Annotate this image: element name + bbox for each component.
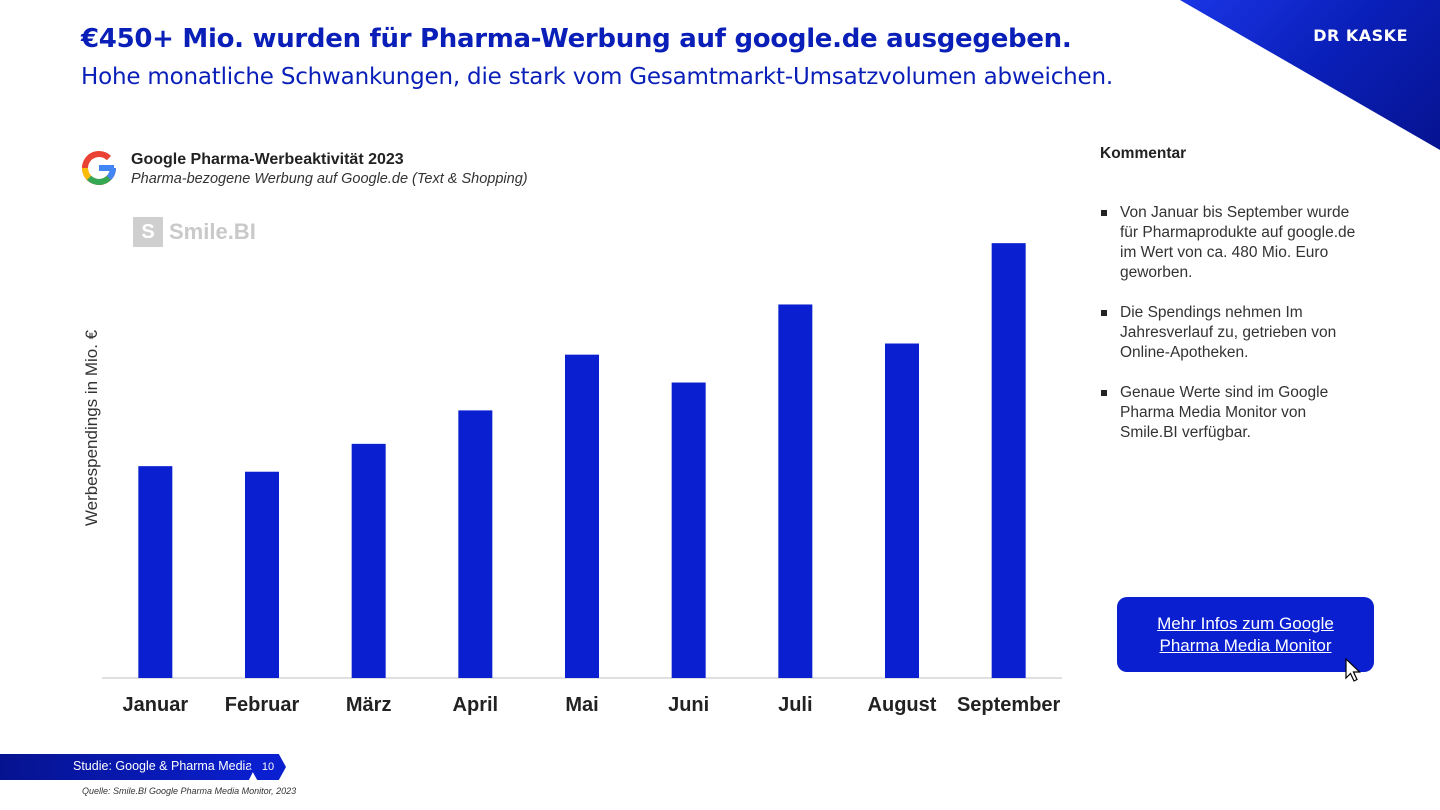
comment-item: Genaue Werte sind im Google Pharma Media…: [1100, 383, 1360, 443]
bar-mai: [565, 354, 599, 678]
x-tick-label: April: [453, 694, 499, 716]
bar-april: [458, 410, 493, 678]
more-info-button[interactable]: Mehr Infos zum Google Pharma Media Monit…: [1117, 597, 1374, 672]
bar-september: [991, 243, 1026, 678]
bar-januar: [138, 466, 173, 678]
bar-juli: [778, 304, 813, 678]
x-tick-label: September: [957, 694, 1061, 716]
comment-title: Kommentar: [1100, 145, 1187, 162]
chart-title: Google Pharma-Werbeaktivität 2023: [131, 151, 404, 168]
page-title: €450+ Mio. wurden für Pharma-Werbung auf…: [81, 24, 1072, 54]
x-tick-label: Juni: [668, 694, 709, 716]
page-subtitle: Hohe monatliche Schwankungen, die stark …: [81, 64, 1113, 90]
smile-bi-logo-icon: S: [133, 217, 163, 247]
watermark: S Smile.BI: [133, 217, 256, 247]
brand-logo: DR KASKE: [1313, 26, 1408, 45]
chart-subtitle: Pharma-bezogene Werbung auf Google.de (T…: [131, 171, 528, 187]
bar-august: [885, 343, 919, 678]
more-info-link[interactable]: Mehr Infos zum Google Pharma Media Monit…: [1157, 613, 1334, 655]
comment-item: Von Januar bis September wurde für Pharm…: [1100, 203, 1360, 283]
x-tick-label: Januar: [123, 694, 189, 716]
page-number: 10: [250, 754, 286, 780]
watermark-text: Smile.BI: [169, 219, 256, 244]
x-tick-label: Februar: [225, 694, 300, 716]
source-note: Quelle: Smile.BI Google Pharma Media Mon…: [82, 786, 297, 796]
bar-februar: [245, 471, 279, 678]
mouse-cursor-icon: [1345, 658, 1361, 682]
x-tick-label: Mai: [565, 694, 598, 716]
bar-juni: [671, 382, 706, 678]
google-logo-icon: [82, 151, 116, 185]
study-banner: [0, 754, 262, 780]
x-tick-label: August: [868, 694, 937, 716]
comment-list: Von Januar bis September wurde für Pharm…: [1100, 203, 1360, 463]
x-tick-label: Juli: [778, 694, 812, 716]
study-label: Studie: Google & Pharma Media: [73, 759, 253, 773]
comment-item: Die Spendings nehmen Im Jahresverlauf zu…: [1100, 303, 1360, 363]
bar-märz: [351, 443, 386, 678]
x-tick-label: März: [346, 694, 392, 716]
